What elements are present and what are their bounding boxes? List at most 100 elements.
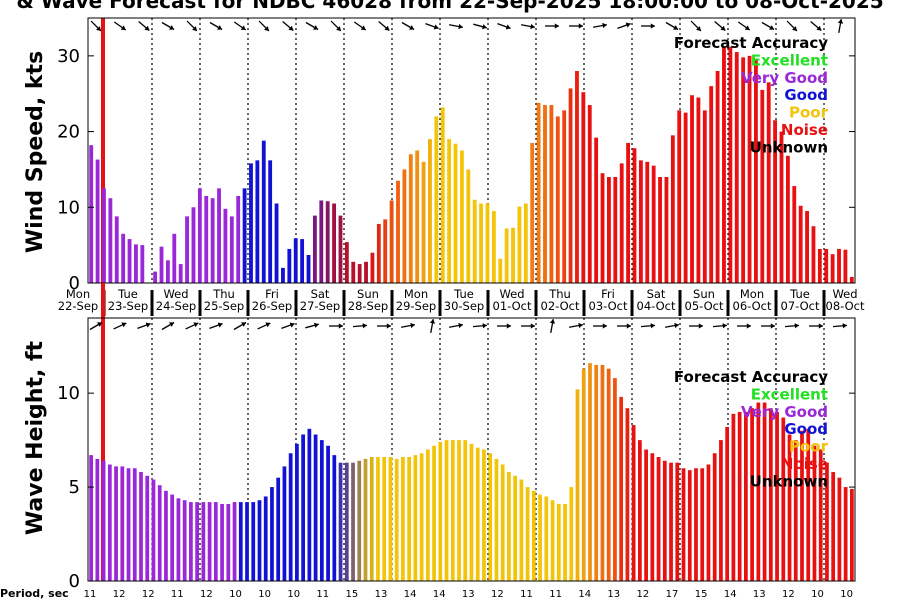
bar	[89, 145, 94, 283]
direction-arrow	[569, 23, 583, 29]
direction-arrow	[330, 20, 342, 32]
bar	[170, 494, 175, 581]
bar	[369, 457, 374, 581]
day-of-week-label: Wed	[163, 287, 188, 301]
bar	[394, 458, 399, 581]
bar	[507, 472, 511, 581]
y-tick-label: 30	[57, 46, 80, 67]
bar	[651, 165, 656, 283]
bar	[581, 368, 586, 581]
bar	[700, 468, 705, 581]
direction-arrow	[161, 321, 175, 331]
bar	[255, 160, 260, 283]
date-axis: Mon22-SepTue23-SepWed24-SepThu25-SepFri2…	[58, 282, 865, 319]
bar	[288, 453, 293, 581]
legend-item: Excellent	[751, 51, 828, 69]
date-label: 04-Oct	[637, 299, 676, 313]
bar	[364, 261, 368, 283]
day-separator	[294, 290, 298, 316]
direction-arrow	[137, 322, 151, 330]
bar	[681, 468, 686, 581]
bar	[469, 443, 474, 581]
direction-arrow	[737, 21, 751, 31]
bar	[95, 458, 100, 581]
bar	[613, 177, 618, 283]
bar	[482, 449, 486, 581]
bar	[178, 264, 183, 283]
wind-plot-frame	[87, 17, 856, 284]
bar	[389, 200, 394, 283]
bar	[670, 135, 675, 283]
period-value: 14	[404, 589, 417, 600]
bar	[715, 71, 720, 283]
bar	[798, 205, 803, 283]
y-tick-label: 0	[69, 273, 80, 294]
bar	[530, 142, 535, 283]
direction-arrow	[161, 21, 175, 31]
bar	[488, 453, 493, 581]
wave-height-panel: Wave Height, ft 0 5 10 Forecast AccuracyEx…	[23, 317, 856, 592]
date-label: 29-Sep	[396, 299, 436, 313]
direction-arrow	[305, 21, 319, 31]
bar	[760, 89, 765, 283]
bar	[332, 203, 336, 283]
direction-arrow	[400, 322, 416, 329]
bar	[332, 455, 337, 581]
direction-arrow	[810, 21, 822, 31]
bar	[245, 502, 249, 581]
day-separator	[534, 290, 538, 316]
bar	[370, 252, 375, 283]
bar	[114, 466, 118, 581]
bar	[811, 226, 816, 283]
direction-arrow	[641, 23, 655, 29]
bar	[485, 203, 490, 283]
legend-item: Unknown	[750, 472, 828, 490]
bar	[421, 161, 426, 283]
direction-arrow	[425, 22, 439, 30]
bar	[587, 105, 592, 283]
direction-arrow	[712, 323, 728, 329]
bar	[157, 485, 162, 581]
bar	[837, 248, 841, 283]
bar	[132, 468, 137, 581]
bar	[396, 180, 400, 283]
bar	[523, 203, 528, 283]
direction-arrow	[473, 23, 487, 30]
bar	[229, 216, 234, 283]
bar	[282, 466, 287, 581]
bar	[536, 102, 541, 283]
date-label: 05-Oct	[685, 299, 724, 313]
bar	[555, 116, 560, 283]
direction-arrow	[640, 323, 656, 329]
wave-y-axis-label: Wave Height, ft	[23, 340, 48, 535]
bar	[793, 440, 798, 581]
bar	[126, 468, 131, 581]
bar	[312, 215, 317, 283]
bar	[210, 198, 215, 283]
bar	[447, 139, 452, 283]
bar	[428, 139, 432, 283]
wind-speed-panel: Wind Speed, kts 0 10 20 30 Forecast Accurac…	[23, 17, 856, 294]
bar	[725, 426, 730, 581]
date-label: 03-Oct	[589, 299, 628, 313]
bar	[472, 199, 477, 283]
bar	[319, 440, 324, 581]
bar	[268, 160, 273, 283]
bar	[434, 116, 439, 283]
bar	[662, 460, 667, 581]
bar	[817, 248, 822, 283]
bar	[690, 95, 694, 283]
bar	[415, 150, 420, 283]
current-time-marker	[101, 318, 105, 581]
bar	[153, 271, 158, 283]
bar	[747, 55, 752, 283]
bar	[450, 440, 455, 581]
bar	[850, 488, 854, 581]
bar	[543, 105, 547, 283]
bar	[756, 402, 761, 581]
bar	[831, 472, 836, 581]
bar	[444, 440, 449, 581]
bar	[466, 169, 471, 283]
bar	[121, 233, 126, 283]
bar	[785, 155, 790, 283]
